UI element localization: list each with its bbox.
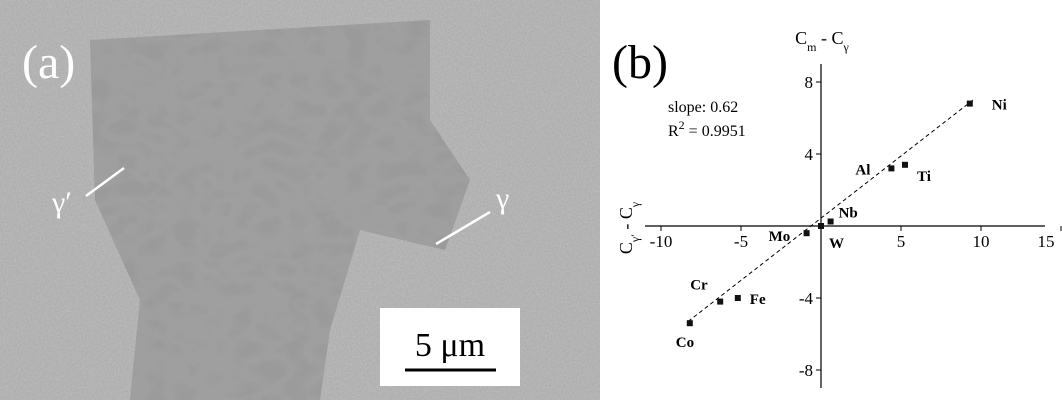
x-tick-label: -5 [734, 232, 748, 251]
point-label: Ti [917, 169, 931, 185]
y-axis-title: Cγ′ - Cγ [616, 201, 642, 254]
point-label: Mo [769, 229, 791, 245]
figure: (a) γ′ γ 5 μm (b) Cm - Cγ Cγ′ - Cγ slope… [0, 0, 1062, 400]
point [687, 320, 693, 326]
point-label: Co [676, 335, 694, 351]
point-label: Ni [992, 98, 1007, 114]
text-part: R [668, 123, 679, 140]
y-tick-label: -8 [799, 361, 813, 380]
point [888, 165, 894, 171]
x-tick-label: 10 [973, 232, 990, 251]
x-tick-label: -10 [650, 232, 673, 251]
x-axis-title: Cm - Cγ [795, 28, 849, 54]
text-part: C [795, 28, 807, 48]
scale-bar-label: 5 μm [415, 327, 485, 364]
text-part: γ [628, 201, 642, 208]
point [717, 299, 723, 305]
text-part: γ [843, 40, 850, 54]
point [828, 219, 834, 225]
point [735, 295, 741, 301]
y-tick-label: 4 [805, 145, 814, 164]
point-label: Nb [839, 206, 858, 222]
y-tick-label: -4 [799, 289, 814, 308]
panel-label: (a) [22, 36, 75, 89]
panel-label: (b) [612, 36, 668, 89]
text-part: - C [817, 28, 844, 48]
phase-label: γ′ [51, 186, 72, 219]
point-label: Fe [750, 292, 766, 308]
point-label: W [829, 236, 844, 252]
text-part: C [616, 242, 636, 254]
y-tick-label: 8 [805, 73, 814, 92]
point [967, 101, 973, 107]
micrograph: (a) γ′ γ 5 μm [0, 0, 600, 400]
text-part: = 0.9951 [685, 123, 746, 140]
point-label: Cr [690, 278, 708, 294]
point [804, 230, 810, 236]
slope-annotation: slope: 0.62 [668, 99, 738, 116]
r2-annotation: R2 = 0.9951 [668, 118, 746, 140]
point [818, 223, 824, 229]
point-label: Al [855, 162, 870, 178]
phase-label: γ [495, 182, 509, 215]
text-part: γ′ [628, 234, 642, 243]
point [902, 162, 908, 168]
x-tick-label: 5 [897, 232, 906, 251]
text-part: - C [616, 207, 636, 234]
x-tick-label: 15 [1038, 232, 1055, 251]
